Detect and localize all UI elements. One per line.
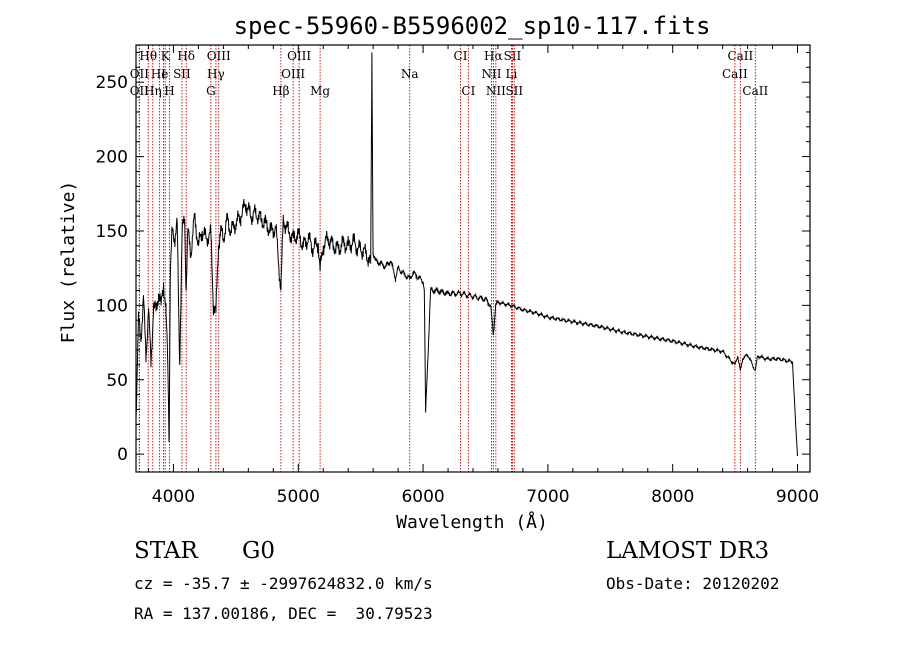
x-tick-label: 8000: [651, 487, 694, 507]
spectral-line-label: NII: [486, 84, 506, 98]
axis-ticks: 4000 5000 6000 7000 8000 9000 0 50 100 150 200 250: [96, 45, 819, 507]
spectral-line-label: He: [151, 67, 169, 81]
x-tick-label: 9000: [776, 487, 819, 507]
spectrum-series-line: [135, 52, 798, 457]
spectral-line-label: OIII: [287, 49, 311, 63]
x-tick-label: 4000: [152, 487, 195, 507]
spectral-line-label: CI: [461, 84, 475, 98]
object-subclass: G0: [242, 538, 276, 564]
spectral-line-label: CI: [454, 49, 468, 63]
spectral-line-label: OIII: [207, 49, 231, 63]
y-tick-label: 150: [96, 222, 128, 242]
y-tick-label: 100: [96, 296, 128, 316]
spectral-line-label: Hγ: [207, 67, 225, 81]
survey-label: LAMOST DR3: [606, 538, 770, 564]
spectral-line-label: G: [206, 84, 216, 98]
spectral-line-label: Hβ: [272, 84, 289, 98]
y-tick-label: 0: [117, 445, 128, 465]
spectral-line-label: CaII: [742, 84, 768, 98]
spectral-line-label: CaII: [727, 49, 753, 63]
spectral-line-label: OII: [130, 67, 150, 81]
spectral-line-label: OII: [130, 84, 150, 98]
spectral-line-label: OIII: [281, 67, 305, 81]
x-tick-label: 6000: [401, 487, 444, 507]
obs-date: Obs-Date: 20120202: [606, 574, 780, 593]
spectral-line-label: SII: [173, 67, 191, 81]
plot-frame: [135, 44, 811, 473]
y-tick-label: 200: [96, 148, 128, 168]
spectral-line-label: CaII: [722, 67, 748, 81]
y-axis-label: Flux (relative): [58, 181, 79, 344]
spectral-line-label: Hα: [484, 49, 503, 63]
spectral-line-label: Hη: [144, 84, 162, 98]
x-tick-label: 7000: [526, 487, 569, 507]
spectral-line-label: I: [161, 67, 166, 81]
spectrum-chart: spec-55960-B5596002_sp10-117.fits Hθ K Hδ O…: [58, 12, 819, 533]
x-axis-label: Wavelength (Å): [396, 511, 548, 533]
spectral-line-label: H: [164, 84, 174, 98]
spectral-line-label: Li: [506, 67, 518, 81]
x-tick-label: 5000: [277, 487, 320, 507]
y-tick-label: 50: [106, 371, 128, 391]
coordinates: RA = 137.00186, DEC = 30.79523: [134, 604, 433, 623]
spectral-line-label: Hθ: [139, 49, 157, 63]
chart-title: spec-55960-B5596002_sp10-117.fits: [234, 12, 711, 40]
spectral-line-label: SII: [505, 84, 523, 98]
y-tick-label: 250: [96, 73, 128, 93]
spectral-line-label: K: [161, 49, 171, 63]
spectral-line-label: SII: [504, 49, 522, 63]
object-class: STAR: [134, 538, 198, 564]
spectral-line-label: Hδ: [177, 49, 195, 63]
spectral-line-label: NII: [481, 67, 501, 81]
redshift-text: cz = -35.7 ± -2997624832.0 km/s: [134, 574, 433, 593]
spectral-line-label: Na: [401, 67, 419, 81]
spectral-line-label: Mg: [310, 84, 330, 98]
